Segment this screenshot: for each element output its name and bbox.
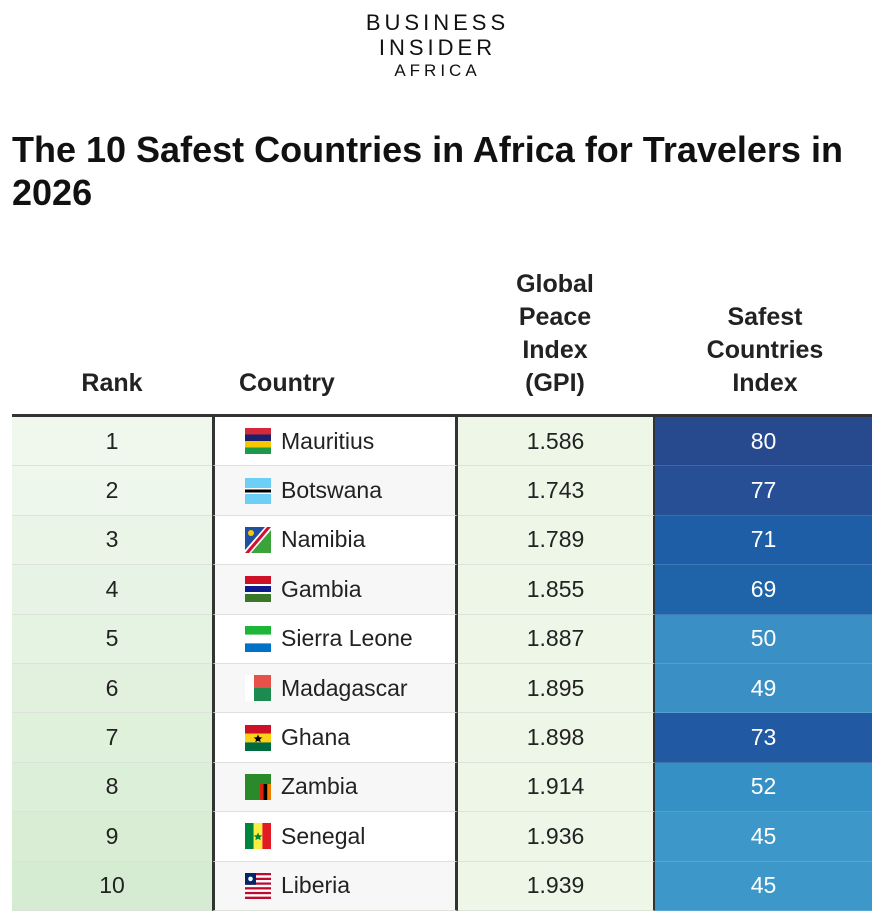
gpi-cell: 1.898 — [458, 713, 655, 763]
safest-index-cell: 52 — [655, 762, 872, 813]
logo-line: INSIDER — [378, 35, 497, 60]
rank-cell: 10 — [12, 861, 212, 911]
gpi-cell: 1.789 — [458, 515, 655, 566]
gpi-cell: 1.914 — [458, 762, 655, 813]
gpi-cell: 1.939 — [458, 861, 655, 911]
rank-cell: 3 — [12, 515, 212, 566]
gpi-cell: 1.586 — [458, 417, 655, 467]
flag-madagascar-icon — [245, 675, 271, 702]
table-row: 1 Mauritius 1.586 80 — [12, 417, 872, 467]
safest-index-cell: 73 — [655, 713, 872, 763]
country-cell: Sierra Leone — [212, 614, 458, 664]
safest-index-cell: 49 — [655, 663, 872, 714]
gpi-cell: 1.887 — [458, 614, 655, 664]
country-name: Gambia — [281, 575, 362, 602]
safest-index-cell: 45 — [655, 861, 872, 911]
logo-line: AFRICA — [394, 61, 481, 80]
country-name: Mauritius — [281, 427, 375, 454]
rank-cell: 8 — [12, 762, 212, 813]
flag-namibia-icon — [245, 526, 271, 553]
country-cell: Zambia — [212, 762, 458, 813]
country-name: Zambia — [281, 773, 358, 800]
country-name: Namibia — [281, 526, 366, 553]
table-row: 6 Madagascar 1.895 49 — [12, 663, 872, 714]
safest-index-cell: 71 — [655, 515, 872, 566]
country-cell: Gambia — [212, 565, 458, 615]
gpi-cell: 1.936 — [458, 812, 655, 862]
table-row: 5 Sierra Leone 1.887 50 — [12, 614, 872, 664]
rank-cell: 2 — [12, 466, 212, 516]
flag-liberia-icon — [245, 872, 271, 899]
safest-index-cell: 45 — [655, 812, 872, 862]
gpi-cell: 1.895 — [458, 663, 655, 714]
header-safest-countries-index: Safest Countries Index — [706, 303, 824, 397]
flag-ghana-icon — [245, 724, 271, 751]
flag-gambia-icon — [245, 576, 271, 603]
table-row: 4 Gambia 1.855 69 — [12, 565, 872, 615]
table-row: 8 Zambia 1.914 52 — [12, 762, 872, 813]
flag-zambia-icon — [245, 773, 271, 800]
rank-cell: 5 — [12, 614, 212, 664]
flag-sierra-leone-icon — [245, 625, 271, 652]
business-insider-africa-logo: BUSINESS INSIDER AFRICA — [0, 10, 875, 82]
rank-cell: 7 — [12, 713, 212, 763]
table-row: 2 Botswana 1.743 77 — [12, 466, 872, 516]
safest-index-cell: 80 — [655, 417, 872, 467]
safest-index-cell: 77 — [655, 466, 872, 516]
table-row: 3 Namibia 1.789 71 — [12, 515, 872, 566]
flag-mauritius-icon — [245, 428, 271, 455]
country-name: Ghana — [281, 724, 351, 751]
flag-botswana-icon — [245, 477, 271, 504]
country-cell: Mauritius — [212, 417, 458, 467]
country-name: Botswana — [281, 477, 383, 504]
table-row: 10 Liberia 1.939 45 — [12, 861, 872, 911]
safest-index-cell: 69 — [655, 565, 872, 615]
country-cell: Namibia — [212, 515, 458, 566]
table-row: 9 Senegal 1.936 45 — [12, 812, 872, 862]
logo-line: BUSINESS — [365, 10, 510, 35]
country-cell: Liberia — [212, 861, 458, 911]
table-row: 7 Ghana 1.898 73 — [12, 713, 872, 763]
country-cell: Botswana — [212, 466, 458, 516]
rank-cell: 9 — [12, 812, 212, 862]
rank-cell: 1 — [12, 417, 212, 467]
page-title: The 10 Safest Countries in Africa for Tr… — [12, 129, 843, 213]
country-name: Madagascar — [281, 674, 408, 701]
country-cell: Senegal — [212, 812, 458, 862]
gpi-cell: 1.743 — [458, 466, 655, 516]
header-rank: Rank — [81, 369, 143, 397]
rank-cell: 6 — [12, 663, 212, 714]
country-cell: Ghana — [212, 713, 458, 763]
gpi-cell: 1.855 — [458, 565, 655, 615]
country-name: Sierra Leone — [281, 625, 413, 652]
country-cell: Madagascar — [212, 663, 458, 714]
rankings-table: 1 Mauritius 1.586 80 2 Botswana 1.743 77 3 Namibi… — [12, 414, 872, 911]
flag-senegal-icon — [245, 823, 271, 850]
country-name: Liberia — [281, 872, 351, 899]
header-country: Country — [239, 369, 335, 397]
header-gpi: Global Peace Index (GPI) — [516, 270, 594, 397]
rank-cell: 4 — [12, 565, 212, 615]
country-name: Senegal — [281, 822, 366, 849]
safest-index-cell: 50 — [655, 614, 872, 664]
